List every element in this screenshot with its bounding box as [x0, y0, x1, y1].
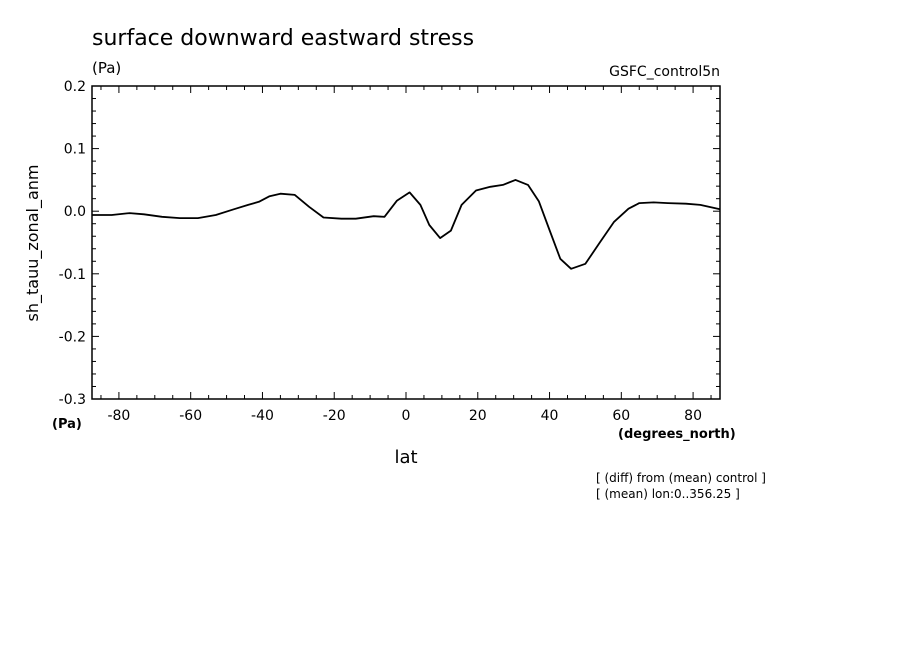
axis-ticks: [92, 85, 720, 400]
x-tick-label: -20: [323, 408, 346, 424]
x-tick-label: -40: [251, 408, 274, 424]
x-tick-label: 80: [684, 408, 702, 424]
note-line-2: [ (mean) lon:0..356.25 ]: [596, 487, 740, 501]
y-tick-label: -0.1: [59, 267, 86, 283]
x-tick-label: -60: [179, 408, 202, 424]
x-tick-label: 40: [541, 408, 559, 424]
y-axis-label: sh_tauu_zonal_anm: [23, 165, 43, 322]
y-tick-label: 0.0: [64, 204, 86, 220]
x-axis-label: lat: [394, 447, 417, 468]
y-axis-unit: (Pa): [52, 417, 82, 432]
y-tick-label: 0.1: [64, 142, 86, 158]
x-tick-label: 60: [612, 408, 630, 424]
dataset-label: GSFC_control5n: [609, 64, 720, 80]
x-axis-unit: (degrees_north): [618, 427, 736, 442]
series-line: [92, 178, 721, 270]
y-tick-label: -0.2: [59, 329, 86, 345]
plot-border: [91, 85, 721, 400]
x-tick-label: -80: [107, 408, 130, 424]
series-layer: [92, 178, 721, 270]
note-line-1: [ (diff) from (mean) control ]: [596, 471, 766, 485]
chart-title: surface downward eastward stress: [92, 26, 474, 51]
plot-area: [91, 85, 721, 400]
title-unit: (Pa): [92, 59, 121, 77]
y-tick-label: 0.2: [64, 79, 86, 95]
y-tick-label: -0.3: [59, 392, 86, 408]
x-tick-label: 20: [469, 408, 487, 424]
axis-tick-labels: -80 -60 -40 -20 0 20 40 60 80 -0.3 -0.2 -0.1 0.0 0.1 0…: [59, 79, 702, 424]
x-tick-label: 0: [402, 408, 411, 424]
